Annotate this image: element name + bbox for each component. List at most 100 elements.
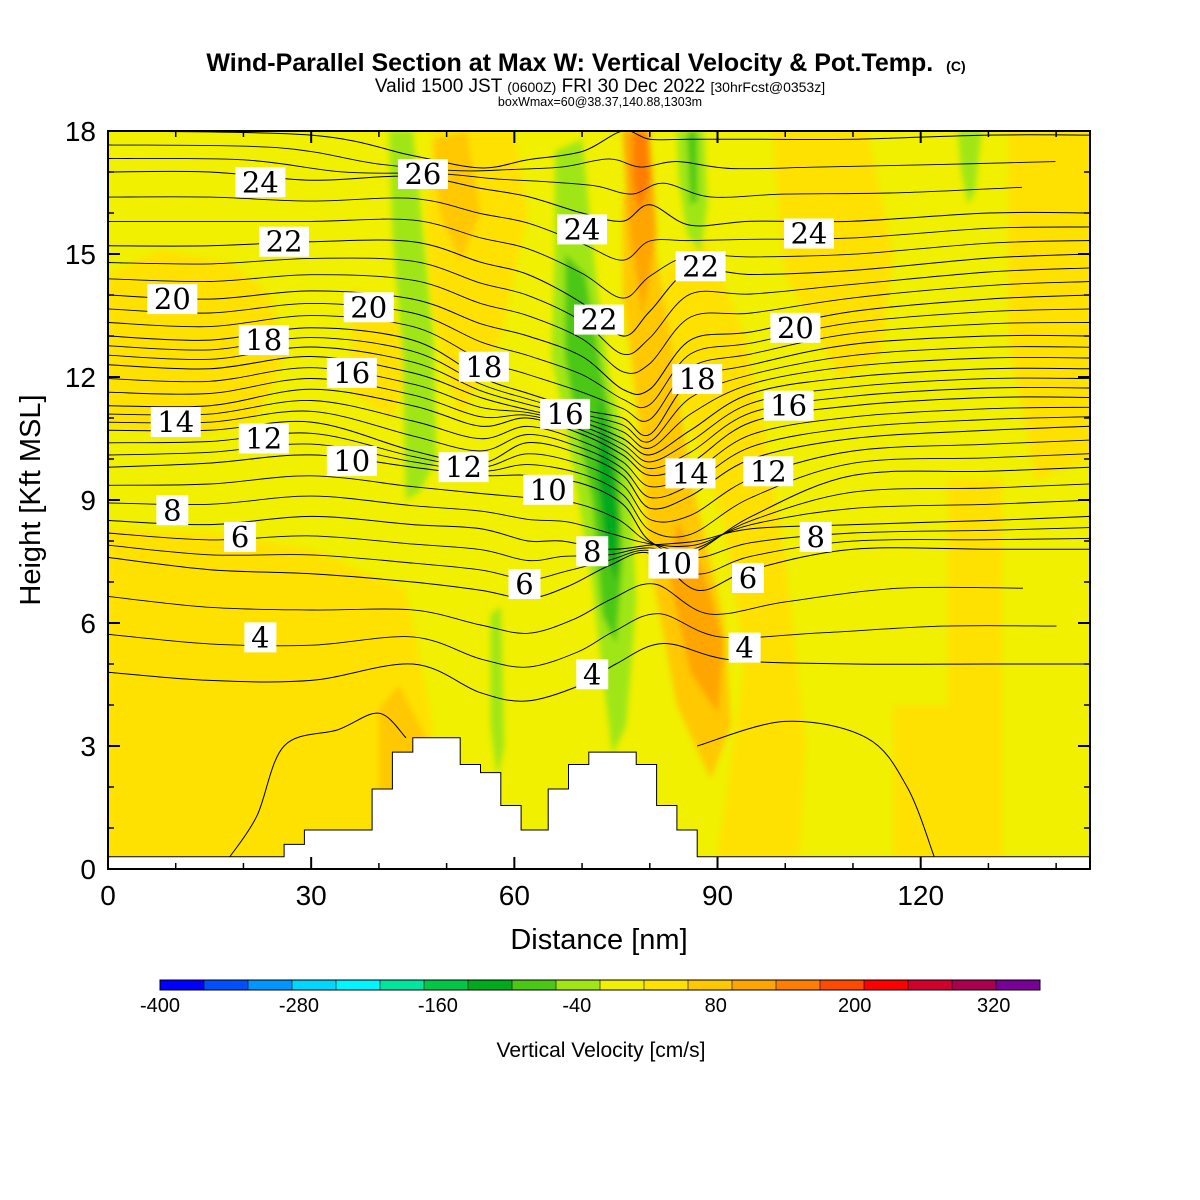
contour-label-box (675, 251, 726, 282)
x-tick-label: 0 (100, 880, 116, 911)
contour-label: 22 (259, 225, 310, 259)
contour-label-box (648, 548, 699, 579)
contour-label-text: 22 (682, 249, 719, 283)
contour-labels: 24 26 24 22 22 24 20 20 22 20 18 16 18 18 14 16 16 12 10 12… (147, 157, 834, 691)
velocity-region (389, 131, 437, 500)
x-tick-label: 60 (499, 880, 530, 911)
contour-label-box (799, 521, 832, 552)
colorbar-swatch (996, 980, 1041, 990)
contour-label: 12 (743, 454, 794, 488)
contour-label: 12 (238, 422, 289, 456)
colorbar-swatch (820, 980, 865, 990)
contour-label: 24 (235, 165, 286, 199)
terrain-profile (108, 737, 1090, 869)
contour-label-text: 16 (770, 389, 807, 423)
velocity-region (957, 131, 982, 205)
theta-contour-minor (697, 720, 935, 857)
contour-label-text: 14 (672, 456, 709, 490)
theta-contour-minor (108, 475, 1090, 551)
contour-label-box (238, 423, 289, 454)
colorbar: -400 -280 -160 -40 80 200 320 (140, 979, 1041, 1017)
contour-label-text: 26 (404, 157, 441, 191)
contour-label: 24 (783, 217, 834, 251)
colorbar-swatch (424, 980, 469, 990)
chart-title-main: Wind-Parallel Section at Max W: Vertical… (206, 49, 933, 77)
contour-label: 16 (326, 356, 377, 390)
contour-label-box (156, 495, 189, 526)
theta-contour-minor (108, 315, 1090, 422)
colorbar-tick-label: 200 (838, 995, 871, 1017)
contour-label-text: 10 (333, 444, 370, 478)
contour-label-box (343, 292, 394, 323)
contour-label: 22 (574, 303, 624, 337)
contour-label: 18 (672, 362, 723, 396)
contour-label-text: 4 (735, 631, 753, 665)
colorbar-swatch (204, 980, 249, 990)
colorbar-title: Vertical Velocity [cm/s] (497, 1039, 706, 1062)
contour-label-text: 20 (154, 282, 191, 316)
contour-label: 4 (244, 620, 277, 654)
colorbar-swatch (380, 980, 425, 990)
colorbar-swatch (248, 980, 293, 990)
velocity-region (1008, 131, 1090, 480)
theta-contour-minor (108, 346, 1090, 449)
theta-contour-minor (108, 302, 1090, 409)
contour-label-box (731, 562, 764, 593)
theta-contour-20 (108, 290, 1090, 395)
colorbar-swatch (864, 980, 909, 990)
y-tick-label: 9 (80, 485, 96, 516)
contour-label-box (574, 304, 624, 335)
contour-label: 14 (150, 405, 201, 439)
contour-label-box (326, 357, 377, 388)
theta-contour-minor (108, 337, 1090, 443)
contour-label-box (259, 226, 310, 257)
theta-contour-minor (108, 257, 1090, 356)
contour-label: 10 (326, 444, 377, 478)
velocity-region (947, 479, 1002, 857)
contour-label-box (763, 390, 814, 421)
colorbar-swatch (600, 980, 645, 990)
contour-label-text: 14 (157, 405, 194, 439)
subtitle-valid: Valid 1500 JST (375, 76, 503, 97)
theta-contour-minor (108, 613, 1057, 668)
x-axis-title: Distance [nm] (510, 924, 687, 956)
contour-label-box (783, 218, 834, 249)
colorbar-tick-label: 80 (705, 995, 727, 1017)
contour-label-text: 4 (251, 620, 269, 654)
contour-label-box (576, 536, 609, 567)
velocity-region (771, 131, 894, 377)
contour-label-text: 8 (806, 520, 824, 554)
chart-title-copyright: (C) (946, 58, 965, 74)
contour-label-text: 20 (350, 290, 387, 324)
colorbar-swatch (688, 980, 733, 990)
contour-label-box (523, 474, 574, 505)
contour-label-box (244, 622, 277, 653)
colorbar-tick-label: -280 (279, 995, 319, 1017)
contour-label: 18 (238, 323, 289, 357)
theta-contour-minor (108, 144, 1056, 172)
contour-label-text: 8 (583, 534, 601, 568)
subtitle-zulu: (0600Z) (507, 79, 556, 95)
colorbar-swatch (336, 980, 381, 990)
contour-label-text: 16 (333, 356, 370, 390)
contour-label-box (397, 159, 448, 190)
x-tick-label: 30 (296, 880, 327, 911)
contour-label-box (508, 569, 541, 600)
chart-subtitle: Valid 1500 JST (0600Z) FRI 30 Dec 2022 [… (375, 76, 825, 97)
colorbar-swatch (952, 980, 997, 990)
theta-contour-minor (108, 495, 1090, 547)
theta-contour-minor (108, 378, 1090, 470)
contour-label-text: 24 (242, 165, 279, 199)
contour-label-text: 18 (679, 362, 716, 396)
velocity-region (108, 528, 434, 857)
colorbar-tick-label: 320 (977, 995, 1010, 1017)
contour-label-text: 22 (581, 303, 618, 337)
contour-label-box (770, 312, 821, 343)
contour-label-text: 6 (739, 561, 757, 595)
contour-label: 16 (540, 397, 591, 431)
theta-contour-minor (108, 583, 1024, 634)
theta-contour-minor (108, 196, 1090, 261)
colorbar-swatch (468, 980, 513, 990)
y-tick-label: 3 (80, 731, 96, 762)
